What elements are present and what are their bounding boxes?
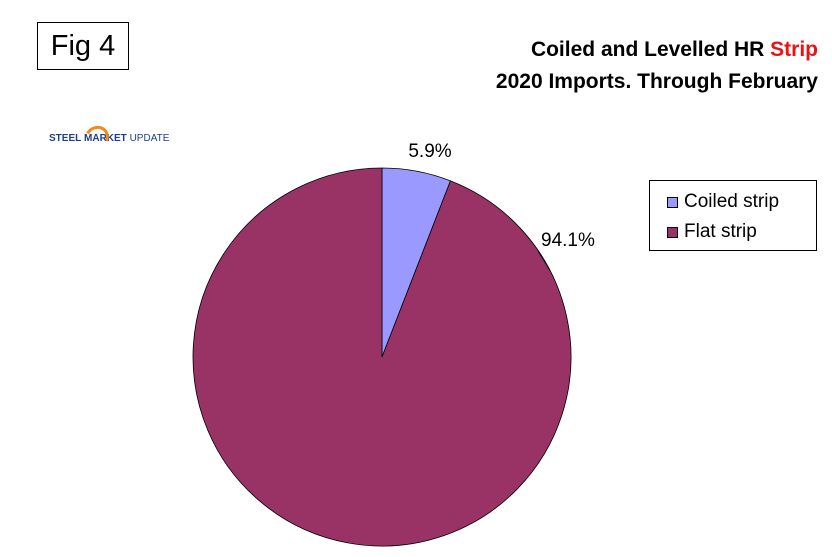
slice-label-coiled-strip: 5.9% bbox=[408, 141, 451, 162]
legend-swatch bbox=[667, 226, 678, 238]
legend-item-coiled-strip: Coiled strip bbox=[667, 187, 816, 217]
logo-steel-text: STEEL bbox=[49, 133, 82, 144]
leader-line bbox=[537, 250, 551, 272]
chart-title: Coiled and Levelled HR Strip 2020 Import… bbox=[496, 34, 818, 98]
legend-item-flat-strip: Flat strip bbox=[667, 217, 816, 247]
legend-label: Flat strip bbox=[684, 221, 757, 242]
chart-title-accent: Strip bbox=[770, 38, 818, 61]
slice-label-flat-strip: 94.1% bbox=[541, 230, 595, 251]
legend-swatch bbox=[667, 196, 678, 208]
steel-market-update-logo: STEEL MARKET UPDATE bbox=[49, 122, 170, 152]
chart-title-line-1: Coiled and Levelled HR Strip bbox=[496, 34, 818, 66]
figure-label: Fig 4 bbox=[37, 22, 129, 70]
pie-slice-flat-strip bbox=[192, 167, 572, 547]
chart-title-prefix: Coiled and Levelled HR bbox=[530, 38, 771, 61]
logo-update-text: UPDATE bbox=[129, 133, 170, 144]
chart-title-line-2: 2020 Imports. Through February bbox=[495, 70, 818, 93]
chart-legend: Coiled strip Flat strip bbox=[649, 180, 817, 251]
legend-label: Coiled strip bbox=[684, 191, 780, 212]
logo-market-text: MARKET bbox=[84, 133, 127, 144]
